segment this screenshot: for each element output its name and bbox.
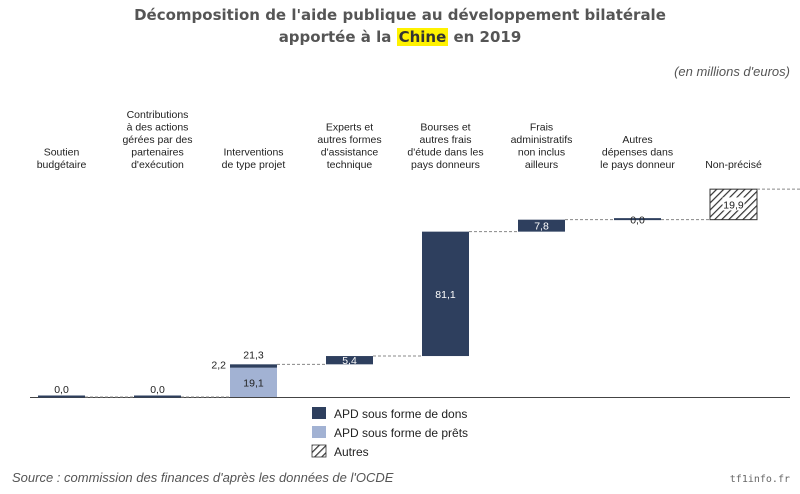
category-label-8: Non-précisé xyxy=(705,159,762,171)
category-label-5: pays donneurs xyxy=(411,159,480,171)
legend-label-dons: APD sous forme de dons xyxy=(334,407,467,421)
bar-autres-8 xyxy=(709,188,758,221)
value-label-2: 0,0 xyxy=(150,384,165,396)
category-label-4: autres formes xyxy=(317,134,381,146)
category-label-4: d'assistance xyxy=(321,147,379,159)
value-label-prets-3: 19,1 xyxy=(243,377,264,389)
category-label-3: Interventions xyxy=(223,147,283,159)
legend-swatch-autres xyxy=(311,444,327,458)
category-label-5: d'étude dans les xyxy=(407,147,483,159)
chart-title-line2: apportée à la Chine en 2019 xyxy=(0,26,800,48)
category-label-2: Contributions xyxy=(127,109,189,121)
category-label-7: le pays donneur xyxy=(600,159,675,171)
title-highlight-chine: Chine xyxy=(396,28,449,46)
category-label-7: dépenses dans xyxy=(602,147,673,159)
site-credit: tf1info.fr xyxy=(729,474,790,485)
value-label-total-3: 21,3 xyxy=(243,349,264,361)
source-note: Source : commission des finances d'après… xyxy=(12,470,394,485)
category-label-7: Autres xyxy=(622,134,652,146)
category-label-1: budgétaire xyxy=(37,159,87,171)
value-label-1: 0,0 xyxy=(54,384,69,396)
category-label-4: technique xyxy=(327,159,373,171)
value-label-bg-8 xyxy=(722,197,745,211)
value-label-8: 19,9 xyxy=(723,199,744,211)
category-label-6: ailleurs xyxy=(525,159,558,171)
bar-dons-6 xyxy=(518,219,565,232)
legend-swatch-dons xyxy=(312,407,326,419)
legend: APD sous forme de dons APD sous forme de … xyxy=(311,407,468,459)
category-label-4: Experts et xyxy=(326,122,373,134)
category-label-2: gérées par des xyxy=(122,134,192,146)
category-label-3: de type projet xyxy=(222,159,286,171)
chart-title-line1: Décomposition de l'aide publique au déve… xyxy=(134,6,666,24)
category-label-5: autres frais xyxy=(420,134,472,146)
value-label-4: 5,4 xyxy=(342,355,357,367)
category-label-2: d'exécution xyxy=(131,159,184,171)
unit-label: (en millions d'euros) xyxy=(674,64,790,79)
value-label-dons-3: 2,2 xyxy=(211,359,226,371)
title-text-after: en 2019 xyxy=(448,28,522,46)
bar-dons-3 xyxy=(230,364,277,368)
category-label-6: non inclus xyxy=(518,147,565,159)
value-labels: 0,00,02,219,121,35,481,17,80,019,919,919… xyxy=(54,197,745,396)
category-label-5: Bourses et xyxy=(420,122,470,134)
value-label-5: 81,1 xyxy=(435,289,456,301)
bar-dons-5 xyxy=(422,231,469,357)
value-label-6: 7,8 xyxy=(534,221,549,233)
value-label-7: 0,0 xyxy=(630,215,645,227)
title-text-before: apportée à la xyxy=(278,28,397,46)
bar-prets-3 xyxy=(230,367,277,397)
legend-swatch-prets xyxy=(312,426,326,438)
category-label-1: Soutien xyxy=(44,147,80,159)
bar-dons-4 xyxy=(326,356,373,365)
bars xyxy=(30,188,800,398)
category-label-6: Frais xyxy=(530,122,553,134)
legend-label-prets: APD sous forme de prêts xyxy=(334,426,468,440)
category-label-2: partenaires xyxy=(131,147,184,159)
chart-title: Décomposition de l'aide publique au déve… xyxy=(0,4,800,48)
category-label-6: administratifs xyxy=(511,134,573,146)
legend-label-autres: Autres xyxy=(334,445,369,459)
category-label-2: à des actions xyxy=(127,122,189,134)
